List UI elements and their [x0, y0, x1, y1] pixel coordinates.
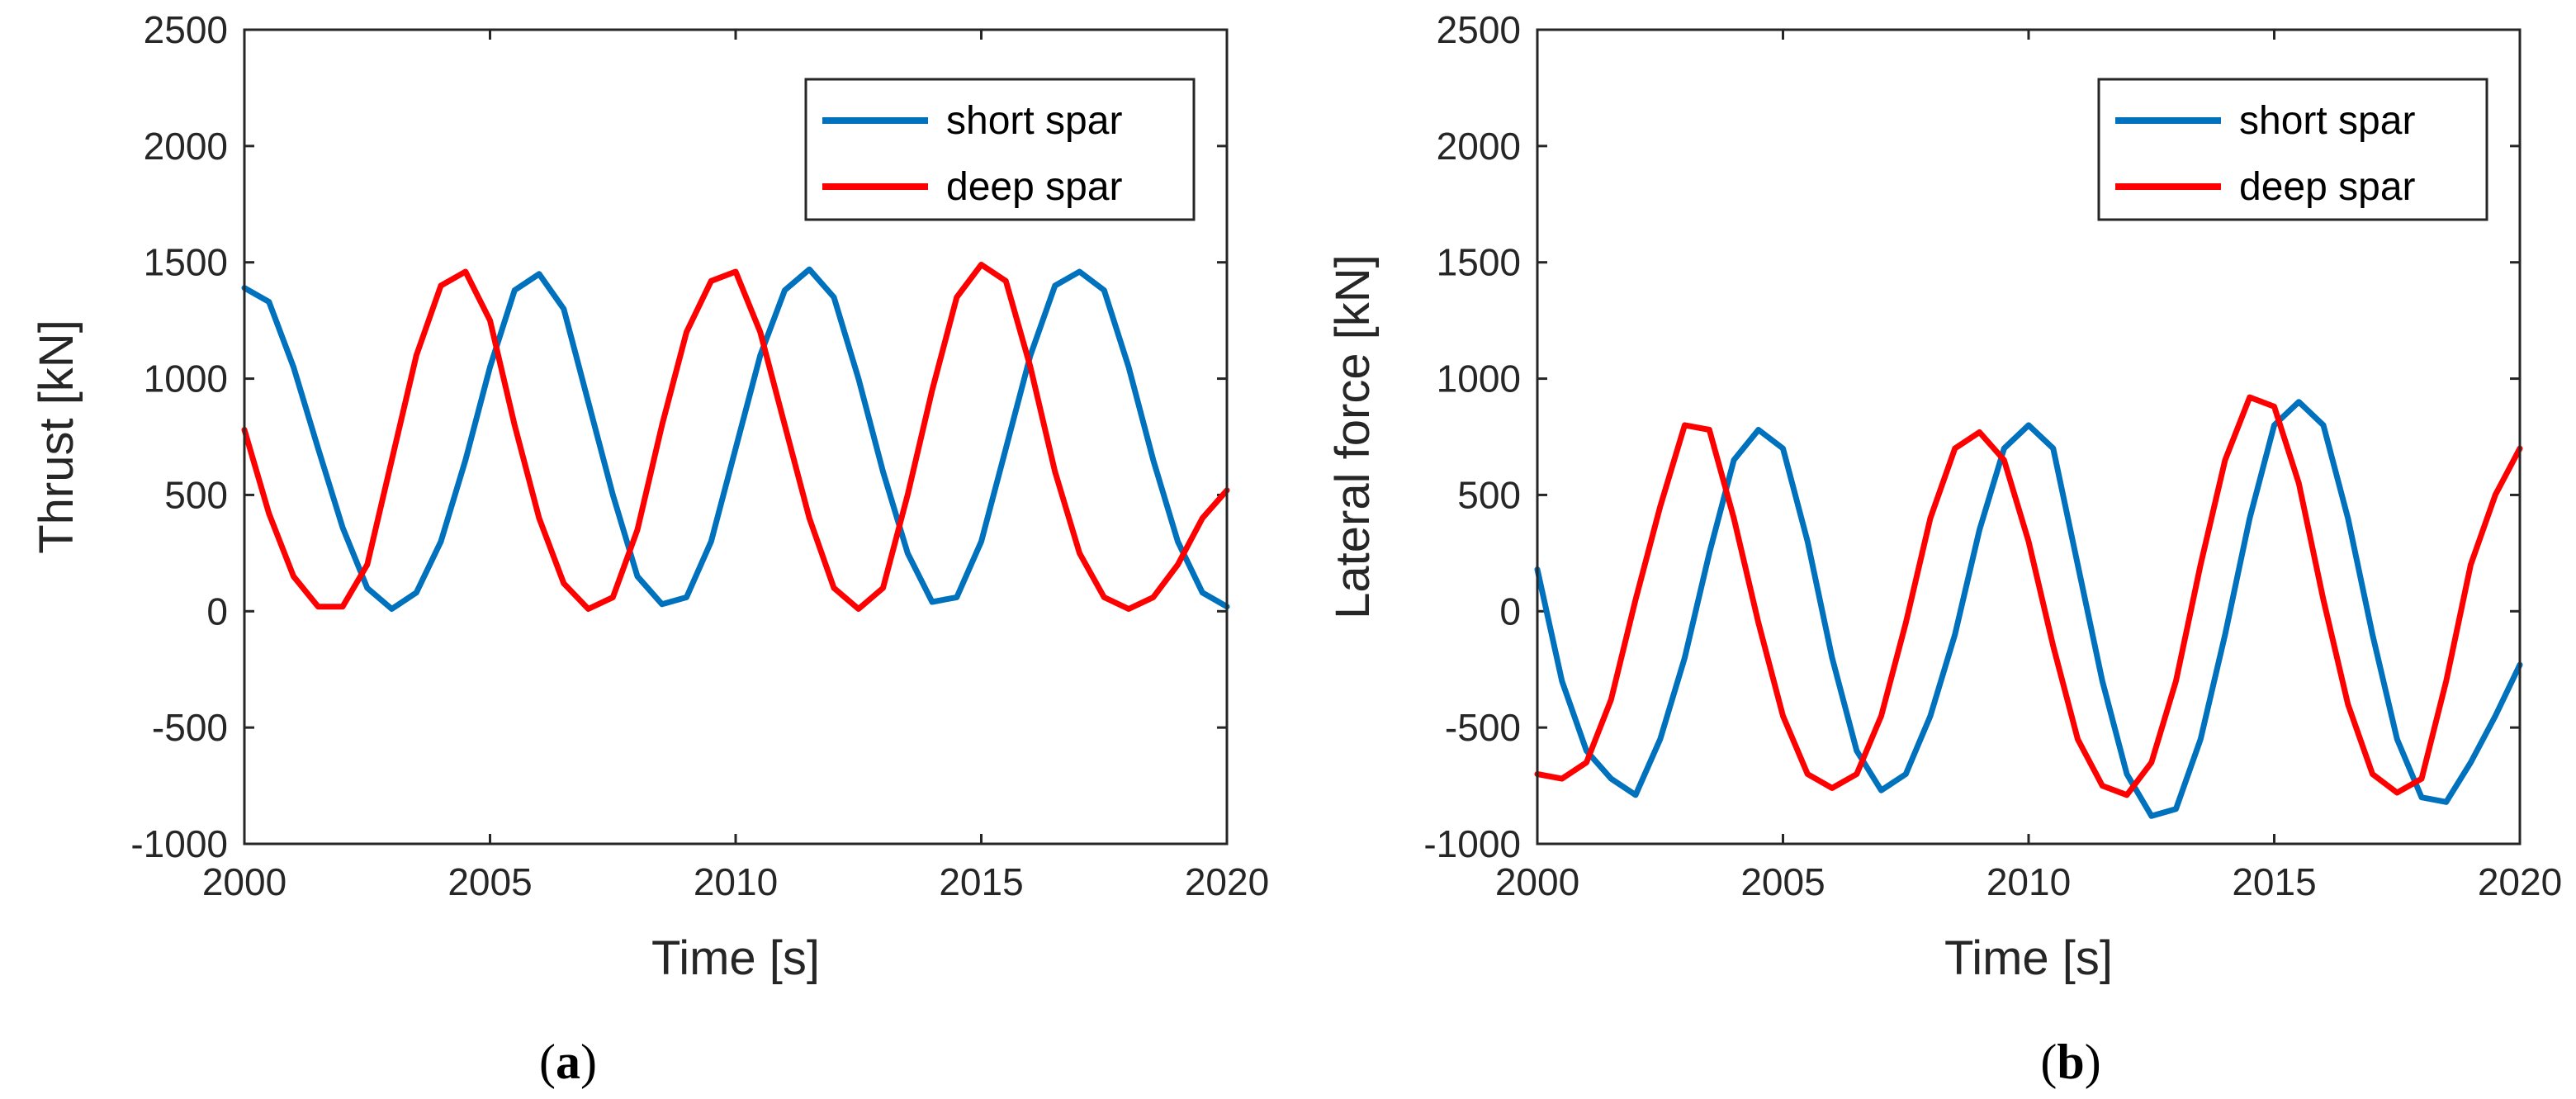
- y-tick-label: 500: [1457, 473, 1521, 516]
- x-tick-label: 2010: [694, 860, 778, 903]
- series-line-deep-spar: [241, 262, 1230, 612]
- y-tick-label: 2500: [1437, 8, 1521, 51]
- legend-box: [2097, 78, 2488, 221]
- y-tick-label: 1500: [1437, 241, 1521, 284]
- legend-label: deep spar: [946, 165, 1123, 209]
- x-tick-label: 2005: [447, 860, 532, 903]
- y-axis-label: Thrust [kN]: [30, 320, 83, 554]
- y-tick-label: 0: [1499, 590, 1521, 632]
- panel-letter: b: [2057, 1035, 2084, 1089]
- y-tick-label: 2000: [1437, 125, 1521, 168]
- axes-box: [243, 28, 1229, 846]
- legend: short spar deep spar: [2097, 78, 2488, 221]
- y-tick-label: -1000: [130, 822, 228, 865]
- x-tick-label: 2020: [2478, 860, 2562, 903]
- axes-box: [1536, 28, 2522, 846]
- legend-label: short spar: [2239, 99, 2415, 143]
- y-tick-label: 2000: [144, 125, 228, 168]
- panel-letter: a: [556, 1035, 580, 1089]
- legend-box: [804, 78, 1196, 221]
- series-line-short-spar: [1534, 399, 2523, 819]
- y-tick-label: 1500: [144, 241, 228, 284]
- panel-a: 2000 2005 2010 2015 2020 -1000 -500 0 500 1000 150…: [30, 8, 1269, 1089]
- x-axis-label: Time [s]: [1944, 931, 2113, 985]
- panel-label: (a): [539, 1035, 597, 1089]
- x-tick-label: 2005: [1740, 860, 1825, 903]
- series-line-deep-spar: [1534, 394, 2523, 798]
- x-tick-label: 2015: [939, 860, 1023, 903]
- y-tick-label: 500: [164, 473, 228, 516]
- x-tick-label: 2020: [1185, 860, 1269, 903]
- x-tick-label: 2015: [2232, 860, 2316, 903]
- y-axis-label: Lateral force [kN]: [1326, 254, 1380, 619]
- y-tick-label: -500: [1445, 706, 1521, 749]
- x-axis-label: Time [s]: [651, 931, 820, 985]
- y-tick-label: 2500: [144, 8, 228, 51]
- panel-b: 2000 2005 2010 2015 2020 -1000 -500 0 500 1000 150…: [1326, 8, 2562, 1089]
- legend-label: deep spar: [2239, 165, 2416, 209]
- series-line-short-spar: [241, 266, 1230, 612]
- y-tick-label: 0: [206, 590, 228, 632]
- panel-label: (b): [2040, 1035, 2100, 1089]
- legend-label: short spar: [946, 99, 1122, 143]
- y-tick-label: -500: [152, 706, 228, 749]
- y-tick-label: 1000: [1437, 358, 1521, 400]
- x-tick-label: 2010: [1986, 860, 2071, 903]
- x-tick-label: 2000: [1495, 860, 1579, 903]
- x-tick-label: 2000: [202, 860, 286, 903]
- legend: short spar deep spar: [804, 78, 1196, 221]
- y-tick-label: -1000: [1423, 822, 1521, 865]
- y-tick-label: 1000: [144, 358, 228, 400]
